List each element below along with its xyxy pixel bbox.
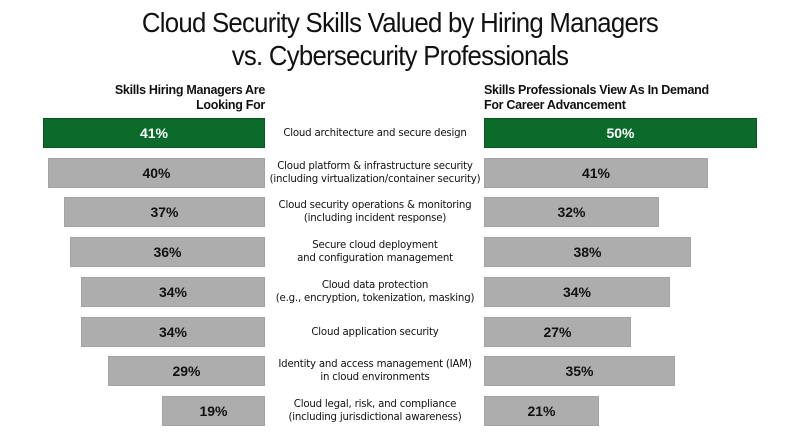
chart-title: Cloud Security Skills Valued by Hiring M… — [32, 6, 768, 72]
professionals-value: 50% — [606, 125, 635, 141]
professionals-bar: 50% — [484, 118, 757, 148]
chart-row: 19% Cloud legal, risk, and compliance (inc… — [0, 396, 800, 426]
chart-title-line1: Cloud Security Skills Valued by Hiring M… — [141, 7, 659, 38]
skill-label-line1: Cloud architecture and secure design — [283, 127, 467, 139]
hiring-managers-value: 34% — [158, 324, 188, 340]
hiring-managers-value: 37% — [150, 204, 179, 220]
skill-label-line1: Cloud platform & infrastructure security — [277, 161, 473, 172]
skill-label-line1: Identity and access management (IAM) — [278, 359, 472, 370]
professionals-bar: 21% — [484, 396, 599, 426]
skill-label-line2: (including jurisdictional awareness) — [288, 412, 462, 423]
skill-label: Identity and access management (IAM) in c… — [268, 356, 482, 386]
professionals-bar: 34% — [484, 277, 670, 307]
skill-label-line1: Cloud data protection — [321, 280, 429, 291]
professionals-value: 21% — [527, 403, 556, 419]
hiring-managers-value: 40% — [142, 165, 171, 181]
hiring-managers-bar: 36% — [70, 237, 265, 267]
chart-row: 37% Cloud security operations & monitorin… — [0, 197, 800, 227]
skill-label-line1: Secure cloud deployment — [312, 240, 438, 251]
hiring-managers-value: 36% — [153, 244, 182, 260]
professionals-value: 35% — [565, 363, 594, 379]
professionals-value: 41% — [581, 165, 611, 181]
professionals-bar: 38% — [484, 237, 691, 267]
skill-label: Cloud data protection (e.g., encryption, … — [268, 277, 482, 307]
chart-row: 40% Cloud platform & infrastructure secur… — [0, 158, 800, 188]
hiring-managers-value: 34% — [158, 284, 188, 300]
right-series-header-line2: For Career Advancement — [484, 98, 626, 112]
skill-label-line1: Cloud application security — [311, 326, 439, 338]
professionals-value: 32% — [557, 204, 586, 220]
hiring-managers-bar: 34% — [81, 277, 265, 307]
hiring-managers-bar: 37% — [64, 197, 265, 227]
skill-label-line2: (including virtualization/container secu… — [269, 174, 481, 185]
professionals-value: 34% — [562, 284, 592, 300]
skill-label-line2: in cloud environments — [320, 372, 430, 383]
skill-label-line2: (e.g., encryption, tokenization, masking… — [275, 293, 475, 304]
professionals-value: 38% — [573, 244, 602, 260]
chart-row: 36% Secure cloud deployment and configurat… — [0, 237, 800, 267]
skill-label: Cloud application security — [268, 317, 482, 347]
skill-label-line2: (including incident response) — [303, 213, 447, 224]
hiring-managers-value: 29% — [172, 363, 201, 379]
skill-label: Cloud security operations & monitoring (i… — [268, 197, 482, 227]
hiring-managers-bar: 41% — [43, 118, 265, 148]
skill-label-line2: and configuration management — [297, 253, 453, 264]
hiring-managers-bar: 34% — [81, 317, 265, 347]
hiring-managers-bar: 40% — [48, 158, 265, 188]
hiring-managers-value: 19% — [199, 403, 228, 419]
hiring-managers-bar: 19% — [162, 396, 265, 426]
skill-label-line1: Cloud security operations & monitoring — [278, 200, 472, 211]
skill-label: Cloud architecture and secure design — [268, 118, 482, 148]
chart-title-line2: vs. Cybersecurity Professionals — [231, 40, 569, 71]
right-series-header: Skills Professionals View As In Demand F… — [484, 83, 784, 113]
left-series-header-line1: Skills Hiring Managers Are — [114, 83, 265, 97]
chart-row: 34% Cloud application security 27% — [0, 317, 800, 347]
skill-label: Cloud legal, risk, and compliance (includ… — [268, 396, 482, 426]
professionals-value: 27% — [543, 324, 572, 340]
chart-row: 41% Cloud architecture and secure design 5… — [0, 118, 800, 148]
hiring-managers-bar: 29% — [108, 356, 265, 386]
professionals-bar: 27% — [484, 317, 631, 347]
skill-label: Secure cloud deployment and configuration… — [268, 237, 482, 267]
professionals-bar: 41% — [484, 158, 708, 188]
left-series-header: Skills Hiring Managers Are Looking For — [5, 83, 265, 113]
skill-label: Cloud platform & infrastructure security… — [268, 158, 482, 188]
chart-row: 34% Cloud data protection (e.g., encryptio… — [0, 277, 800, 307]
right-series-header-line1: Skills Professionals View As In Demand — [484, 83, 709, 97]
professionals-bar: 32% — [484, 197, 659, 227]
skill-label-line1: Cloud legal, risk, and compliance — [293, 399, 457, 410]
professionals-bar: 35% — [484, 356, 675, 386]
hiring-managers-value: 41% — [139, 125, 169, 141]
chart-row: 29% Identity and access management (IAM) i… — [0, 356, 800, 386]
left-series-header-line2: Looking For — [196, 98, 265, 112]
